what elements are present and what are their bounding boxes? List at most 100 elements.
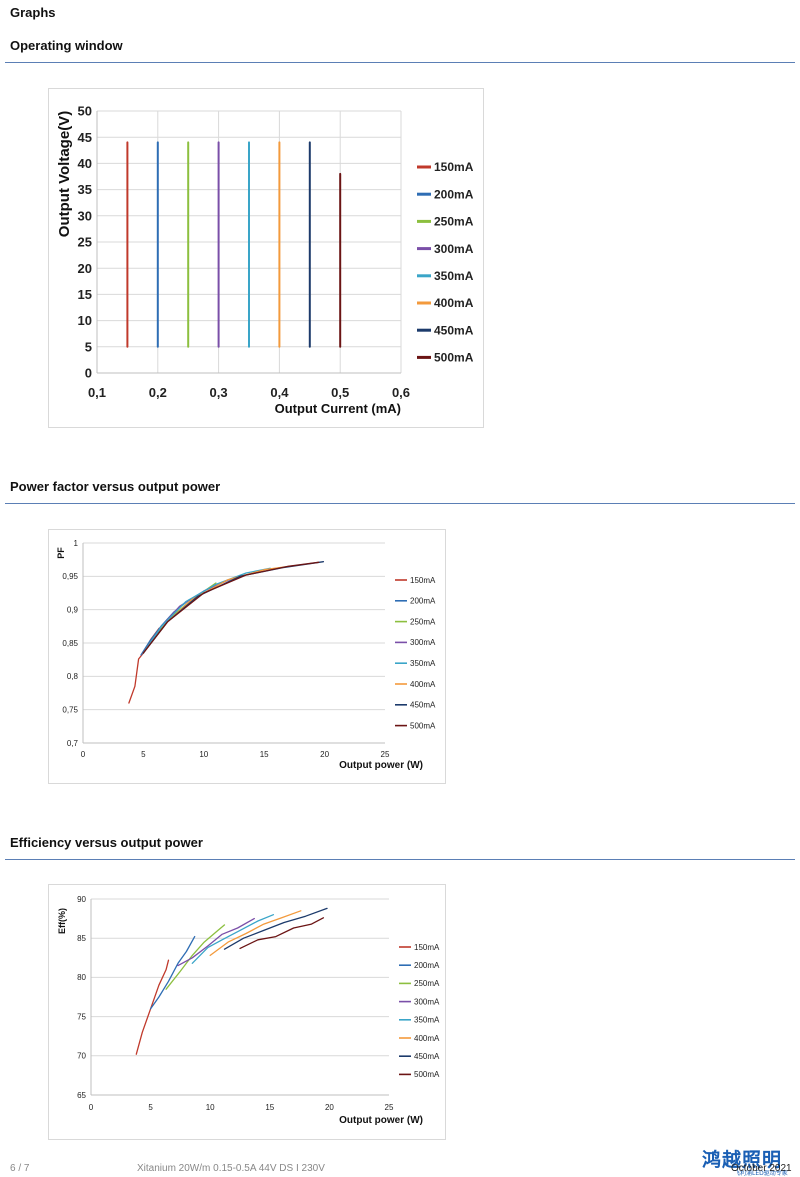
legend-label: 400mA [434,296,474,310]
company-logo: 鸿越照明 飞利浦LED驱动专家 [702,1145,796,1177]
footer-page-number: 6 / 7 [10,1163,30,1174]
legend-label: 350mA [410,659,436,668]
series-line-350mA [142,567,271,654]
y-tick-label: 40 [78,156,92,171]
page-heading: Graphs [10,5,56,20]
footer-date: October 2021 [731,1163,792,1174]
legend-label: 150mA [410,576,436,585]
legend-label: 500mA [434,351,474,365]
legend-label: 250mA [410,617,436,626]
x-tick-label: 0,5 [331,385,349,400]
series-line-500mA [239,917,325,950]
y-tick-label: 15 [78,287,92,302]
legend-label: 400mA [414,1034,440,1043]
x-tick-label: 0,3 [210,385,228,400]
logo-main-text: 鸿越照明 [702,1149,783,1171]
y-tick-label: 70 [77,1052,86,1061]
x-tick-label: 0,4 [270,385,289,400]
legend-label: 450mA [414,1052,440,1061]
y-tick-label: 90 [77,895,86,904]
series-line-150mA [135,959,170,1055]
x-tick-label: 0,1 [88,385,106,400]
power-factor-chart-frame: 0,7 0,75 0,8 0,85 0,9 0,95 1 0 5 10 15 20 25 Output p… [48,529,446,784]
x-tick-label: 10 [206,1103,215,1112]
section-divider [5,62,795,63]
y-tick-label: 0,85 [62,639,78,648]
x-axis-label: Output power (W) [339,1115,423,1126]
y-tick-label: 5 [85,339,92,354]
section-title-efficiency: Efficiency versus output power [10,835,203,850]
y-tick-label: 0,7 [67,739,79,748]
x-tick-label: 0 [89,1103,94,1112]
series-line-450mA [142,561,325,654]
y-tick-label: 20 [78,261,92,276]
y-tick-label: 0,75 [62,705,78,714]
legend-label: 300mA [414,997,440,1006]
y-tick-label: 65 [77,1091,86,1100]
y-tick-label: 45 [78,130,92,145]
legend-label: 200mA [410,597,436,606]
efficiency-chart-frame: 65 70 75 80 85 90 0 5 10 15 20 25 Output power (W) Ef… [48,884,446,1140]
y-axis-label: PF [56,547,66,559]
y-tick-label: 0,9 [67,605,79,614]
x-tick-label: 20 [320,750,329,759]
legend-label: 150mA [414,943,440,952]
legend-label: 300mA [434,242,474,256]
y-tick-label: 30 [78,208,92,223]
legend-label: 350mA [434,269,474,283]
section-divider [5,859,795,860]
x-tick-label: 0 [81,750,86,759]
efficiency-chart: 65 70 75 80 85 90 0 5 10 15 20 25 Output power (W) Ef… [57,895,440,1126]
section-title-operating-window: Operating window [10,38,123,53]
x-tick-label: 5 [148,1103,153,1112]
series-line-300mA [142,575,241,654]
logo-sub-text: 飞利浦LED驱动专家 [734,1170,788,1177]
x-tick-label: 0,6 [392,385,410,400]
legend-label: 200mA [414,961,440,970]
x-tick-label: 0,2 [149,385,167,400]
x-tick-label: 25 [381,750,390,759]
series-line-500mA [142,561,320,654]
legend-label: 450mA [410,701,436,710]
x-tick-label: 15 [265,1103,274,1112]
x-tick-label: 20 [325,1103,334,1112]
section-title-power-factor: Power factor versus output power [10,479,221,494]
legend-label: 150mA [434,160,474,174]
footer-document-title: Xitanium 20W/m 0.15-0.5A 44V DS I 230V [137,1163,325,1174]
y-tick-label: 35 [78,182,92,197]
legend-label: 250mA [414,979,440,988]
legend-label: 350mA [414,1016,440,1025]
legend-label: 500mA [414,1070,440,1079]
y-tick-label: 10 [78,313,92,328]
y-axis-label: Eff(%) [57,908,67,934]
y-tick-label: 75 [77,1012,86,1021]
y-axis-label: Output Voltage(V) [56,111,73,237]
y-tick-label: 1 [74,539,79,548]
series-line-450mA [223,907,328,950]
y-tick-label: 50 [78,104,92,119]
legend-label: 250mA [434,215,474,229]
x-axis-label: Output power (W) [339,760,423,771]
legend-label: 400mA [410,680,436,689]
x-tick-label: 25 [385,1103,394,1112]
y-tick-label: 85 [77,934,86,943]
x-tick-label: 5 [141,750,146,759]
series-line-300mA [177,917,255,967]
x-tick-label: 15 [260,750,269,759]
x-axis-label: Output Current (mA) [275,401,401,416]
x-tick-label: 10 [199,750,208,759]
legend-label: 200mA [434,187,474,201]
legend-label: 300mA [410,638,436,647]
y-tick-label: 0 [85,366,92,381]
series-line-400mA [209,910,302,957]
legend-label: 500mA [410,721,436,730]
operating-window-chart-frame: 0 5 10 15 20 25 30 35 40 45 50 0,1 0,2 0,3 0,4 0,5 0,6 Ou… [48,88,484,428]
y-tick-label: 0,95 [62,572,78,581]
y-tick-label: 80 [77,973,86,982]
y-tick-label: 0,8 [67,672,79,681]
series-line-250mA [165,924,226,990]
series-line-200mA [149,935,196,1010]
series-line-350mA [191,914,275,964]
